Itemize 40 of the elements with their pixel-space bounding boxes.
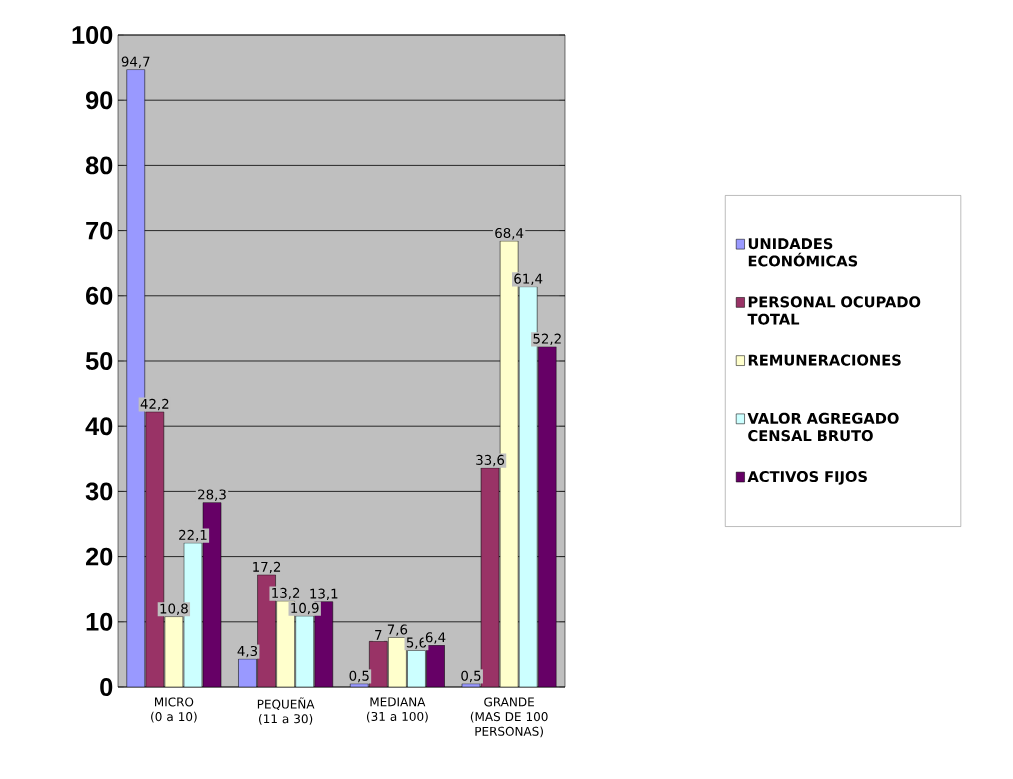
bar <box>388 637 407 687</box>
y-tick-label: 90 <box>85 91 113 110</box>
legend-label: ACTIVOS FIJOS <box>747 471 867 485</box>
y-tick-label: 60 <box>86 286 113 305</box>
data-label: 7,6 <box>387 624 408 636</box>
x-tick-label: MEDIANA (31 a 100) <box>366 697 428 723</box>
data-label: 28,3 <box>198 489 226 501</box>
y-tick-label: 0 <box>100 678 113 696</box>
data-label: 7 <box>375 630 382 640</box>
legend-label: REMUNERACIONES <box>748 354 901 366</box>
legend-label: UNIDADES ECONÓMICAS <box>748 238 858 267</box>
y-tick-label: 80 <box>85 156 113 175</box>
y-tick-label: 30 <box>85 482 113 501</box>
data-label: 13,1 <box>310 588 338 600</box>
data-label: 0,5 <box>349 670 369 683</box>
legend-label: PERSONAL OCUPADO TOTAL <box>747 296 921 325</box>
x-tick-label: GRANDE (MAS DE 100 PERSONAS) <box>470 697 548 738</box>
x-tick-label: PEQUEÑA (11 a 30) <box>257 697 315 725</box>
data-label: 33,6 <box>476 454 505 467</box>
data-label: 17,2 <box>253 561 281 574</box>
data-label: 6,4 <box>425 632 446 644</box>
data-label: 10,9 <box>291 602 319 615</box>
y-tick-label: 70 <box>86 221 113 240</box>
data-label: 13,2 <box>272 587 300 600</box>
data-label: 4,3 <box>237 645 258 658</box>
y-tick-label: 20 <box>85 547 113 566</box>
y-tick-label: 10 <box>86 612 113 631</box>
x-tick-label: MICRO (0 a 10) <box>151 697 197 723</box>
y-tick-label: 50 <box>85 352 113 370</box>
data-label: 0,5 <box>461 670 481 683</box>
data-label: 61,4 <box>514 273 543 286</box>
data-label: 68,4 <box>495 227 524 240</box>
data-label: 52,2 <box>533 333 561 346</box>
data-label: 94,7 <box>121 56 150 68</box>
y-tick-label: 40 <box>85 417 113 436</box>
y-tick-label: 100 <box>72 26 113 44</box>
legend-label: VALOR AGREGADO CENSAL BRUTO <box>747 412 899 442</box>
data-label: 22,1 <box>179 529 207 542</box>
data-label: 42,2 <box>140 398 169 411</box>
data-label: 10,8 <box>160 603 188 615</box>
